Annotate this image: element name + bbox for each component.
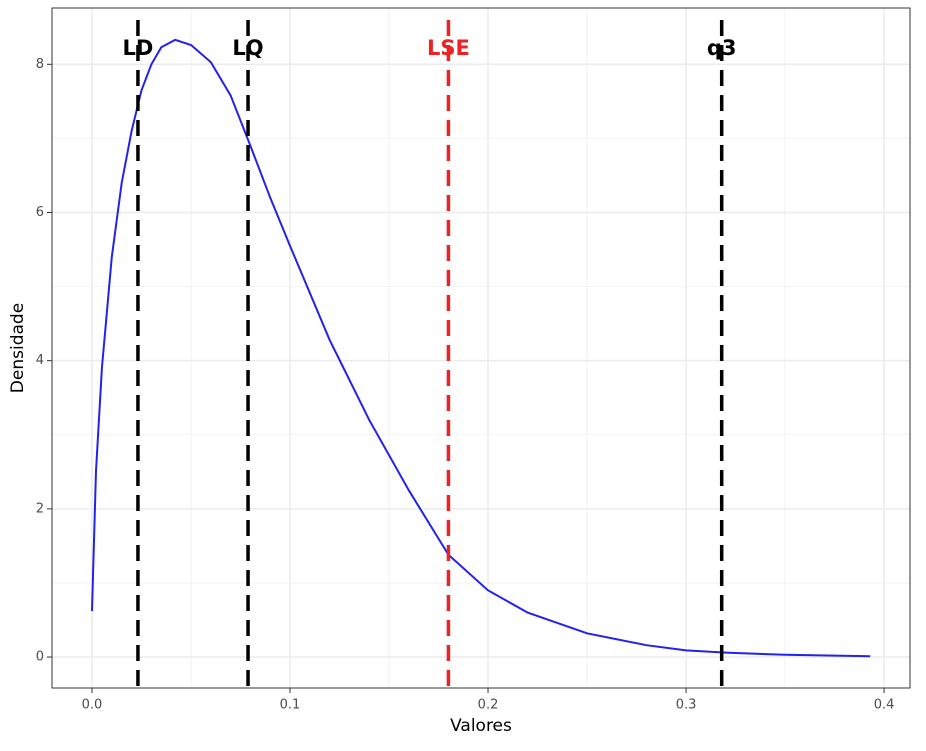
reference-label: q3 (707, 36, 737, 60)
y-tick-label: 8 (36, 57, 44, 72)
x-tick-label: 0.3 (676, 698, 697, 713)
panel-border (51, 7, 911, 689)
x-tick-label: 0.1 (280, 698, 301, 713)
y-axis-title: Densidade (8, 303, 28, 393)
density-line (91, 38, 871, 658)
x-tick-label: 0.4 (874, 698, 895, 713)
x-axis-title: Valores (450, 716, 512, 736)
reference-label: LD (123, 36, 154, 60)
x-tick-label: 0.0 (82, 698, 103, 713)
y-tick-label: 6 (36, 205, 44, 220)
reference-label: LSE (427, 36, 470, 60)
y-tick-label: 2 (36, 501, 44, 516)
y-tick-label: 4 (36, 353, 44, 368)
x-tick-label: 0.2 (478, 698, 499, 713)
reference-label: LQ (232, 36, 263, 60)
y-tick-label: 0 (36, 650, 44, 665)
